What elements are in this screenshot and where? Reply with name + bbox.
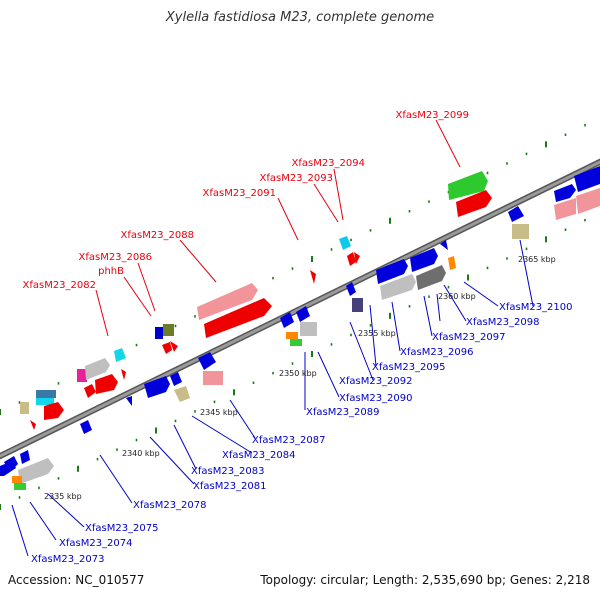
- feature-arrow: [204, 298, 272, 338]
- kbp-label: 2350 kbp: [279, 369, 317, 378]
- gene-label[interactable]: XfasM23_2100: [499, 302, 573, 313]
- feature-arrow: [84, 384, 96, 398]
- genome-summary-text: Topology: circular; Length: 2,535,690 bp…: [260, 573, 590, 587]
- map-title: Xylella fastidiosa M23, complete genome: [165, 10, 435, 25]
- feature-box: [203, 371, 223, 385]
- feature-arrow: [347, 252, 356, 266]
- feature-arrow: [380, 274, 416, 300]
- feature-box: [163, 324, 174, 336]
- feature-arrow: [18, 458, 54, 484]
- feature-box: [20, 402, 29, 414]
- feature-arrow: [280, 312, 294, 328]
- feature-arrow: [416, 265, 446, 290]
- feature-arrow: [448, 171, 488, 200]
- feature-arrow: [30, 420, 36, 430]
- feature-arrow: [296, 306, 310, 322]
- feature-arrow: [310, 270, 316, 284]
- gene-label[interactable]: XfasM23_2082: [22, 280, 96, 291]
- kbp-label: 2335 kbp: [44, 492, 82, 501]
- feature-arrow: [144, 376, 170, 398]
- gene-label[interactable]: XfasM23_2084: [222, 450, 296, 461]
- gene-label[interactable]: XfasM23_2087: [252, 435, 326, 446]
- forward-features: [20, 166, 600, 430]
- feature-arrow: [508, 206, 524, 222]
- leader-lines: [11, 119, 534, 557]
- feature-arrow: [576, 188, 600, 214]
- gene-label[interactable]: phhB: [98, 266, 124, 277]
- feature-arrow: [44, 402, 64, 420]
- feature-box: [352, 298, 363, 312]
- feature-arrow: [410, 248, 438, 272]
- gene-label[interactable]: XfasM23_2075: [85, 523, 159, 534]
- feature-arrow: [4, 456, 18, 472]
- feature-arrow: [354, 252, 360, 264]
- feature-arrow: [121, 369, 126, 380]
- kbp-label: 2340 kbp: [122, 449, 160, 458]
- reverse-gene-labels: XfasM23_2073 XfasM23_2074 XfasM23_2075 X…: [31, 302, 573, 565]
- feature-box: [36, 398, 54, 405]
- feature-box: [12, 476, 22, 483]
- feature-arrow: [170, 372, 182, 386]
- gene-label[interactable]: XfasM23_2083: [191, 466, 265, 477]
- gene-label[interactable]: XfasM23_2096: [400, 347, 474, 358]
- feature-arrow: [95, 374, 118, 394]
- feature-arrow: [126, 396, 132, 406]
- gene-label[interactable]: XfasM23_2095: [372, 362, 446, 373]
- feature-box: [290, 339, 302, 346]
- kbp-labels: 2335 kbp 2340 kbp 2345 kbp 2350 kbp 2355…: [44, 255, 556, 501]
- gene-label[interactable]: XfasM23_2098: [466, 317, 540, 328]
- feature-arrow: [346, 282, 356, 296]
- gene-label[interactable]: XfasM23_2090: [339, 393, 413, 404]
- gene-label[interactable]: XfasM23_2088: [120, 230, 194, 241]
- genome-backbone: [0, 158, 600, 460]
- gene-label[interactable]: XfasM23_2093: [259, 173, 333, 184]
- feature-arrow: [197, 283, 258, 320]
- feature-box: [155, 327, 163, 339]
- gene-label[interactable]: XfasM23_2078: [133, 500, 207, 511]
- feature-arrow: [339, 236, 351, 250]
- feature-box: [286, 332, 298, 339]
- gene-label[interactable]: XfasM23_2074: [59, 538, 133, 549]
- kbp-label: 2345 kbp: [200, 408, 238, 417]
- gene-label[interactable]: XfasM23_2099: [395, 110, 469, 121]
- feature-box: [300, 322, 317, 336]
- gene-label[interactable]: XfasM23_2092: [339, 376, 413, 387]
- feature-box: [14, 483, 26, 490]
- kbp-label: 2365 kbp: [518, 255, 556, 264]
- feature-arrow: [376, 259, 408, 284]
- feature-box: [77, 369, 87, 382]
- feature-arrow: [440, 240, 448, 250]
- feature-box: [512, 224, 529, 239]
- gene-label[interactable]: XfasM23_2073: [31, 554, 105, 565]
- feature-arrow: [174, 386, 190, 402]
- feature-arrow: [162, 342, 172, 354]
- feature-arrow: [554, 184, 576, 202]
- gene-label[interactable]: XfasM23_2081: [193, 481, 267, 492]
- gene-label[interactable]: XfasM23_2091: [202, 188, 276, 199]
- gene-label[interactable]: XfasM23_2097: [432, 332, 506, 343]
- gene-label[interactable]: XfasM23_2094: [291, 158, 365, 169]
- feature-arrow: [114, 348, 126, 362]
- kbp-label: 2360 kbp: [438, 292, 476, 301]
- reverse-features: [0, 206, 529, 490]
- gene-label[interactable]: XfasM23_2089: [306, 407, 380, 418]
- feature-arrow: [554, 198, 576, 220]
- forward-gene-labels: XfasM23_2082 XfasM23_2086 phhB XfasM23_2…: [22, 110, 469, 291]
- feature-arrow: [574, 166, 600, 192]
- feature-arrow: [85, 358, 110, 380]
- feature-arrow: [198, 352, 216, 370]
- feature-arrow: [456, 190, 492, 217]
- feature-arrow: [80, 420, 92, 434]
- feature-arrow: [448, 256, 456, 270]
- gene-label[interactable]: XfasM23_2086: [78, 252, 152, 263]
- kbp-label: 2355 kbp: [358, 329, 396, 338]
- feature-box: [36, 390, 56, 398]
- feature-arrow: [20, 450, 30, 464]
- accession-text: Accession: NC_010577: [8, 573, 145, 587]
- feature-arrow: [170, 341, 178, 352]
